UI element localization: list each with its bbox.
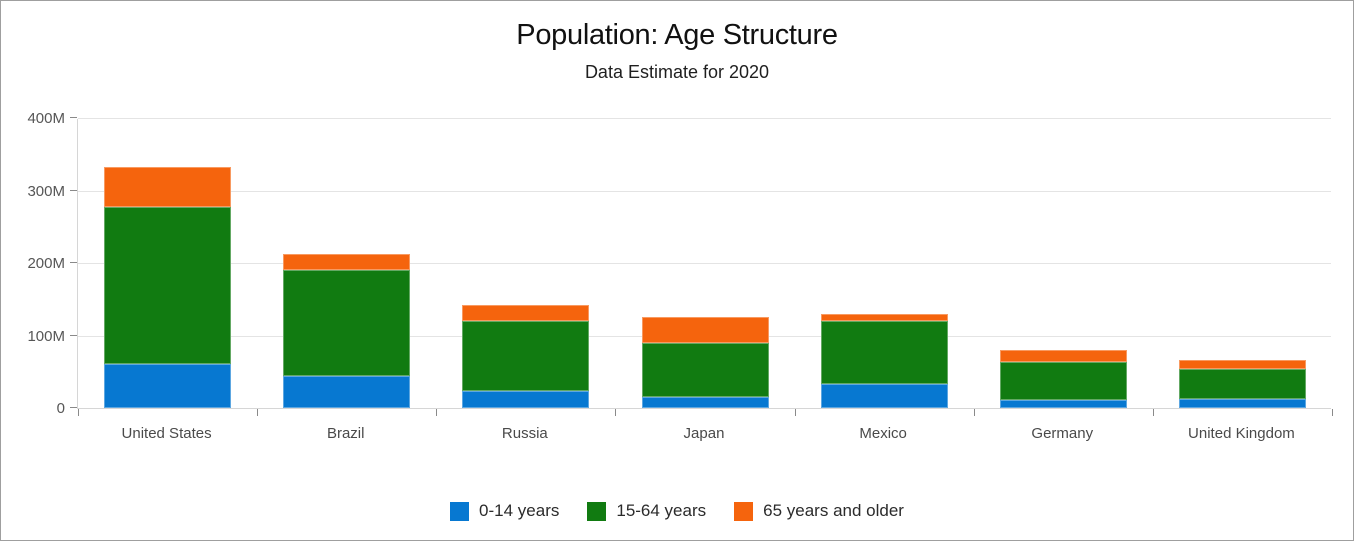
x-axis-tick	[78, 409, 79, 416]
y-axis-tick	[70, 334, 77, 336]
x-axis-tick	[257, 409, 259, 416]
bar-segment-65-years-and-older[interactable]	[104, 167, 232, 208]
bar-segment-15-64-years[interactable]	[104, 207, 232, 364]
bar-brazil	[283, 118, 411, 408]
bar-segment-65-years-and-older[interactable]	[641, 316, 769, 344]
bar-segment-0-14-years[interactable]	[283, 376, 411, 408]
gridline-200	[78, 263, 1331, 264]
legend-item-0-14-years[interactable]: 0-14 years	[450, 501, 559, 521]
bar-segment-0-14-years[interactable]	[820, 384, 948, 408]
legend-swatch-icon	[450, 501, 470, 521]
bar-segment-65-years-and-older[interactable]	[1178, 360, 1306, 369]
legend-item-65-years-and-older[interactable]: 65 years and older	[734, 501, 904, 521]
legend-swatch-icon	[734, 501, 754, 521]
y-axis-tick	[70, 189, 77, 191]
y-axis-tick	[70, 262, 77, 263]
bar-japan	[641, 118, 769, 408]
x-axis-tick	[615, 409, 617, 416]
chart-title: Population: Age Structure	[516, 19, 838, 51]
x-axis-label: Brazil	[326, 425, 365, 442]
plot-area	[70, 117, 1333, 416]
gridline-300	[78, 190, 1331, 192]
bar-segment-0-14-years[interactable]	[104, 363, 232, 408]
chart-subtitle: Data Estimate for 2020	[584, 62, 770, 82]
x-axis-tick	[973, 409, 975, 416]
bar-united-kingdom	[1178, 118, 1306, 408]
y-axis-label: 300M	[27, 182, 65, 200]
bar-segment-0-14-years[interactable]	[462, 390, 590, 408]
bar-segment-0-14-years[interactable]	[999, 400, 1127, 408]
y-axis-label: 100M	[27, 327, 65, 345]
bar-segment-15-64-years[interactable]	[462, 321, 590, 391]
gridline-400	[78, 118, 1331, 119]
bar-segment-0-14-years[interactable]	[1178, 399, 1306, 408]
bar-segment-15-64-years[interactable]	[999, 362, 1127, 401]
x-axis-tick	[794, 409, 796, 416]
y-axis-label: 0	[56, 400, 65, 417]
bar-segment-65-years-and-older[interactable]	[283, 254, 411, 270]
bar-russia	[462, 118, 590, 408]
x-axis-label: Germany	[1031, 425, 1094, 442]
x-axis-label: United States	[121, 425, 212, 442]
x-axis-tick	[1332, 409, 1333, 416]
x-axis-tick	[1152, 409, 1154, 416]
legend-label: 65 years and older	[763, 501, 904, 520]
bar-segment-65-years-and-older[interactable]	[462, 305, 590, 321]
bar-segment-15-64-years[interactable]	[641, 343, 769, 398]
bar-segment-15-64-years[interactable]	[1178, 368, 1306, 400]
bar-germany	[999, 118, 1127, 408]
y-axis-tick	[70, 407, 77, 408]
legend-swatch-icon	[587, 501, 607, 521]
legend-item-15-64-years[interactable]: 15-64 years	[587, 501, 706, 521]
x-axis-label: Japan	[683, 425, 725, 442]
bar-segment-0-14-years[interactable]	[641, 397, 769, 408]
y-axis-tick	[70, 117, 77, 118]
bar-segment-65-years-and-older[interactable]	[820, 313, 948, 321]
bar-mexico	[820, 118, 948, 408]
x-axis-label: Mexico	[859, 425, 907, 442]
bar-segment-15-64-years[interactable]	[820, 321, 948, 385]
legend-label: 0-14 years	[479, 501, 560, 520]
y-axis-label: 200M	[27, 255, 65, 272]
x-axis-label: Russia	[501, 425, 548, 442]
bar-segment-65-years-and-older[interactable]	[999, 350, 1127, 363]
legend-label: 15-64 years	[616, 501, 707, 520]
bar-segment-15-64-years[interactable]	[283, 269, 411, 377]
y-axis-label: 400M	[27, 110, 65, 127]
bar-united-states	[104, 118, 232, 408]
legend: 0-14 years 15-64 years 65 years and older	[1, 501, 1353, 521]
x-axis-tick	[436, 409, 438, 416]
x-axis-label: United Kingdom	[1188, 425, 1295, 442]
